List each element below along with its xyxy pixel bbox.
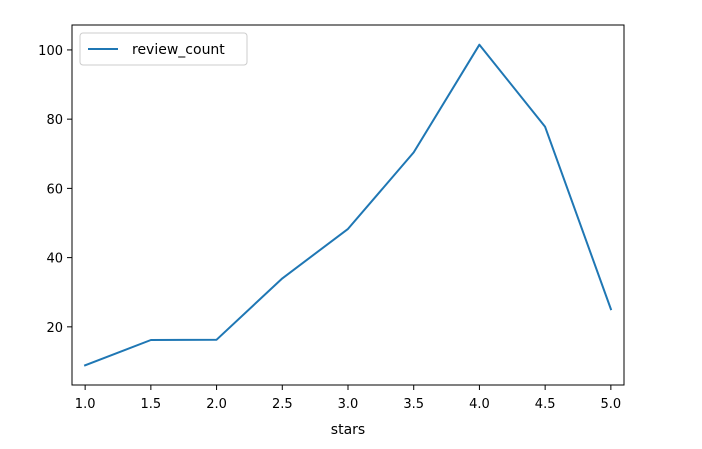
x-tick-label: 2.5 (272, 397, 293, 412)
series-line-review-count (83, 43, 613, 367)
series-layer (83, 43, 613, 367)
y-tick-label: 80 (46, 113, 63, 128)
x-tick-label: 3.0 (338, 397, 359, 412)
legend-box (79, 32, 248, 66)
plot-area (72, 25, 624, 385)
x-tick-label: 5.0 (601, 397, 622, 412)
x-tick-label: 1.0 (75, 397, 96, 412)
x-tick-label: 1.5 (141, 397, 162, 412)
x-tick-label: 4.0 (469, 397, 490, 412)
x-tick-label: 2.0 (206, 397, 227, 412)
y-tick-label: 40 (46, 252, 63, 267)
y-tick-label: 60 (46, 182, 63, 197)
legend-label-review-count: review_count (132, 42, 225, 58)
legend: review_count (79, 32, 248, 66)
x-tick-label: 3.5 (403, 397, 424, 412)
plot-frame (71, 24, 625, 386)
ticks-layer: 1.0 1.5 2.0 2.5 3.0 3.5 4.0 4.5 5.0 20 40 60 80 100 (38, 44, 621, 412)
x-tick-label: 4.5 (535, 397, 556, 412)
y-tick-label: 20 (46, 321, 63, 336)
y-tick-label: 100 (38, 44, 63, 59)
x-axis-label: stars (331, 422, 365, 438)
